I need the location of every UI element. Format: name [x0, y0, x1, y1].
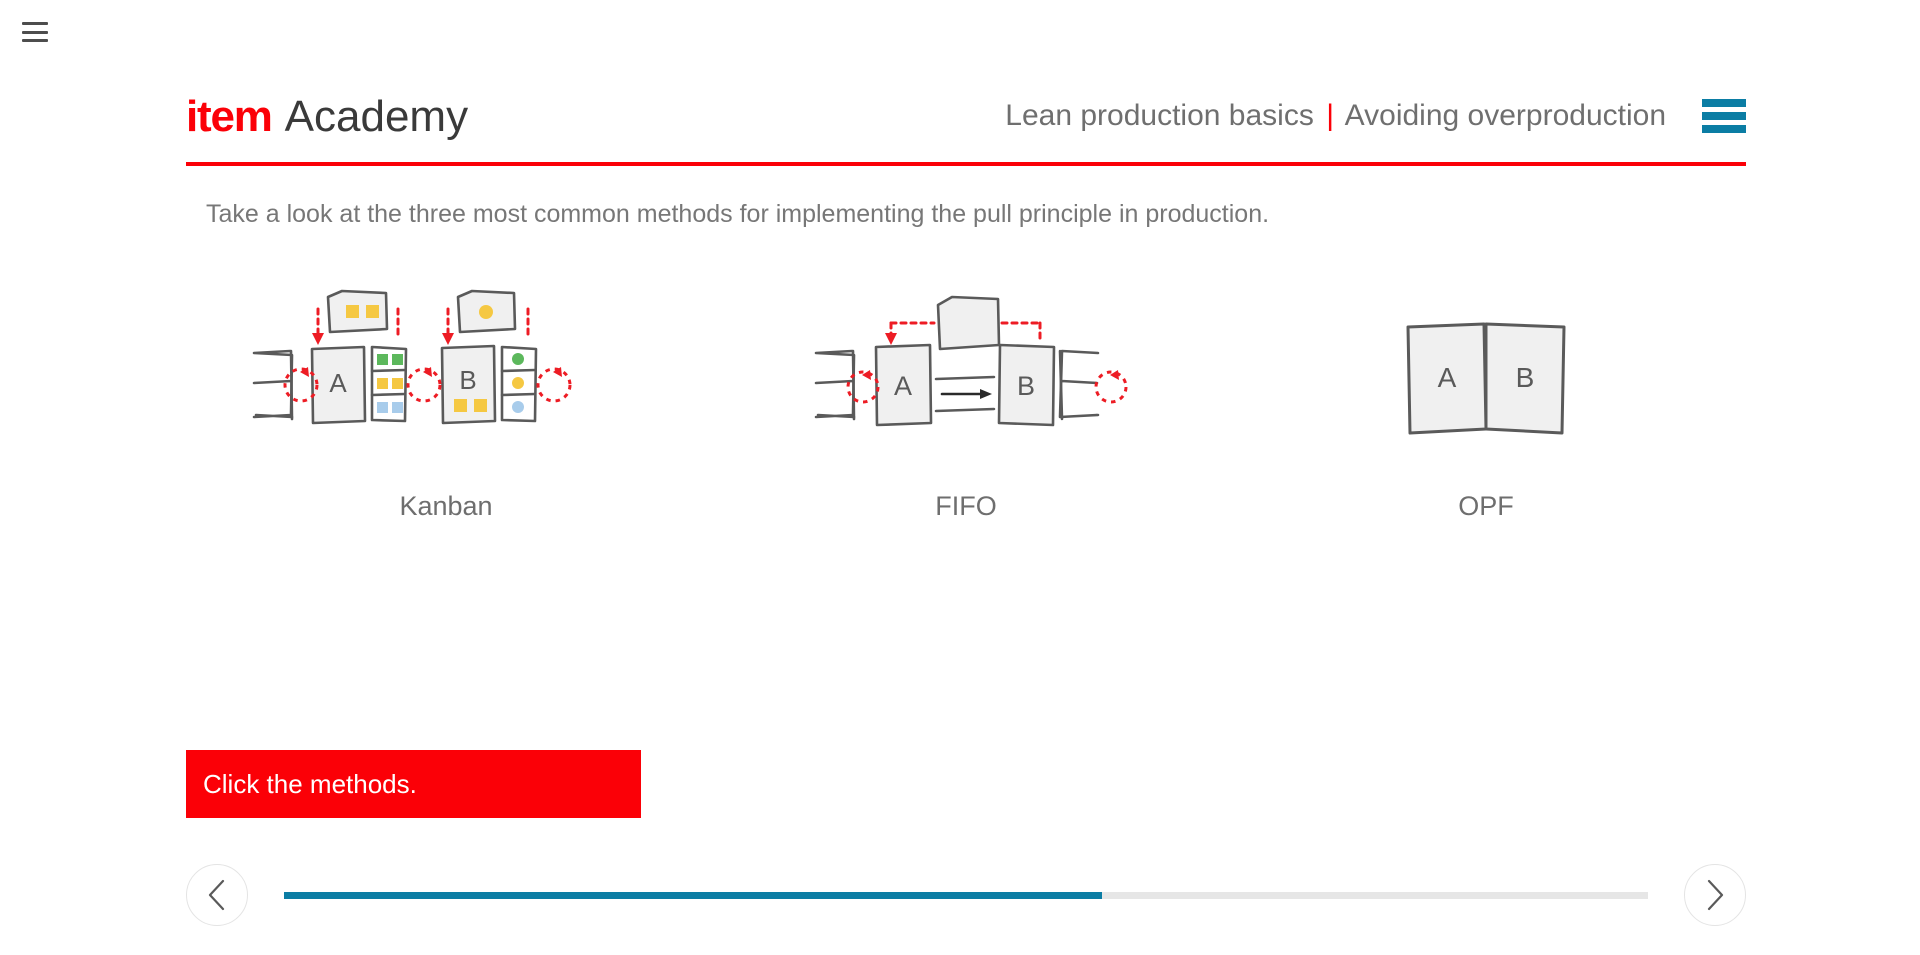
nav-menu-bar-2 [1702, 112, 1746, 120]
global-menu-button[interactable] [22, 22, 48, 42]
breadcrumb: Lean production basics | Avoiding overpr… [1005, 99, 1666, 133]
breadcrumb-course: Lean production basics [1005, 99, 1314, 132]
method-label-fifo: FIFO [935, 491, 997, 521]
menu-bar-1 [22, 22, 48, 25]
course-menu-button[interactable] [1702, 99, 1746, 133]
brand-name-item: item [186, 92, 273, 141]
intro-text: Take a look at the three most common met… [206, 200, 1270, 228]
method-label-opf: OPF [1458, 491, 1514, 521]
method-card-opf[interactable]: A B OPF [1226, 287, 1746, 527]
fifo-box-b-label: B [1017, 371, 1035, 401]
chevron-right-icon [1707, 879, 1724, 911]
kanban-box-a-label: A [329, 368, 347, 398]
instruction-text: Click the methods. [203, 768, 417, 799]
menu-bar-3 [22, 39, 48, 42]
opf-diagram: A B [1286, 287, 1686, 467]
page-container: item Academy Lean production basics | Av… [186, 0, 1746, 955]
brand-name-academy: Academy [284, 92, 469, 141]
methods-row: A B Kanban [186, 287, 1746, 527]
next-button[interactable] [1684, 864, 1746, 926]
kanban-chips-b [512, 353, 524, 413]
method-card-fifo[interactable]: A B FIFO [706, 287, 1226, 527]
opf-box-b-label: B [1516, 362, 1535, 393]
fifo-diagram: A B [766, 287, 1166, 467]
bottom-navigation [186, 855, 1746, 935]
instruction-callout: Click the methods. [186, 750, 641, 818]
method-card-kanban[interactable]: A B Kanban [186, 287, 706, 527]
opf-box-a-label: A [1438, 362, 1457, 393]
method-label-kanban: Kanban [399, 491, 493, 521]
page-header: item Academy Lean production basics | Av… [186, 78, 1746, 166]
kanban-chips-a [377, 354, 403, 413]
nav-menu-bar-3 [1702, 125, 1746, 133]
progress-bar-track[interactable] [284, 891, 1648, 899]
brand-logo[interactable]: item Academy [186, 92, 468, 148]
progress-bar-fill [284, 891, 1103, 899]
kanban-box-b-label: B [459, 365, 476, 395]
menu-bar-2 [22, 30, 48, 34]
previous-button[interactable] [186, 864, 248, 926]
chevron-left-icon [208, 879, 225, 911]
breadcrumb-lesson: Avoiding overproduction [1344, 99, 1666, 132]
kanban-diagram: A B [246, 287, 646, 467]
nav-menu-bar-1 [1702, 99, 1746, 107]
header-right: Lean production basics | Avoiding overpr… [1005, 99, 1746, 141]
breadcrumb-separator: | [1326, 99, 1334, 132]
fifo-box-a-label: A [894, 371, 912, 401]
